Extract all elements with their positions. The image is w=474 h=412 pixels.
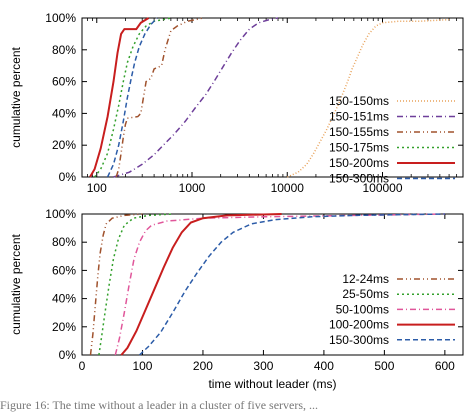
y-tick-label: 80% <box>52 43 76 57</box>
figure-caption: Figure 16: The time without a leader in … <box>0 398 319 412</box>
x-tick-label: 100 <box>132 359 152 373</box>
x-tick-label: 300 <box>253 359 273 373</box>
series-line <box>113 17 279 178</box>
y-tick-label: 20% <box>52 138 76 152</box>
x-tick-label: 500 <box>374 359 394 373</box>
x-tick-label: 600 <box>435 359 455 373</box>
legend-label: 100-200ms <box>329 318 389 332</box>
series-line <box>98 213 173 356</box>
legend-label: 150-300ms <box>329 333 389 347</box>
series-line <box>120 213 282 356</box>
y-axis-label: cumulative percent <box>9 46 23 147</box>
y-tick-label: 40% <box>52 106 76 120</box>
series-line <box>94 17 172 178</box>
x-tick-label: 0 <box>79 359 86 373</box>
y-tick-label: 20% <box>52 320 76 334</box>
legend-label: 150-175ms <box>329 141 389 155</box>
legend-label: 50-100ms <box>336 302 389 316</box>
legend-label: 150-155ms <box>329 125 389 139</box>
legend-label: 150-150ms <box>329 94 389 108</box>
x-tick-label: 400 <box>314 359 334 373</box>
legend-label: 150-200ms <box>329 156 389 170</box>
y-tick-label: 0% <box>59 348 77 362</box>
series-line <box>89 17 150 178</box>
y-tick-label: 100% <box>45 207 76 221</box>
legend-label: 25-50ms <box>342 287 389 301</box>
x-tick-label: 100 <box>87 181 107 195</box>
y-tick-label: 60% <box>52 75 76 89</box>
y-axis-label: cumulative percent <box>9 233 23 334</box>
top-chart: 0% 20% 40% 60% 80% 100% 100 1000 10000 100000 cumu… <box>9 11 464 195</box>
y-tick-label: 80% <box>52 235 76 249</box>
series-line <box>106 17 158 178</box>
series-line <box>114 213 445 356</box>
y-tick-label: 60% <box>52 263 76 277</box>
y-tick-label: 100% <box>45 11 76 25</box>
bottom-chart: 0% 20% 40% 60% 80% 100% 0 100 200 300 400 500 600 cum… <box>9 207 464 391</box>
x-tick-label: 100000 <box>362 181 402 195</box>
x-tick-label: 1000 <box>179 181 206 195</box>
x-tick-label: 200 <box>193 359 213 373</box>
series-line <box>138 213 445 356</box>
plot-frame <box>81 17 464 178</box>
series-line <box>115 17 204 178</box>
legend-label: 150-151ms <box>329 110 389 124</box>
y-tick-label: 0% <box>59 170 77 184</box>
y-tick-label: 40% <box>52 292 76 306</box>
legend-label: 12-24ms <box>342 272 389 286</box>
series-line <box>89 213 143 356</box>
legend-label: 150-300ms <box>329 172 389 186</box>
plot-frame <box>81 213 464 356</box>
series-line <box>286 18 450 178</box>
x-tick-label: 10000 <box>271 181 305 195</box>
figure: 0%20%40%60%80%100%100 1000 10000 100000cumu… <box>9 11 464 391</box>
x-axis-label: time without leader (ms) <box>208 377 336 391</box>
